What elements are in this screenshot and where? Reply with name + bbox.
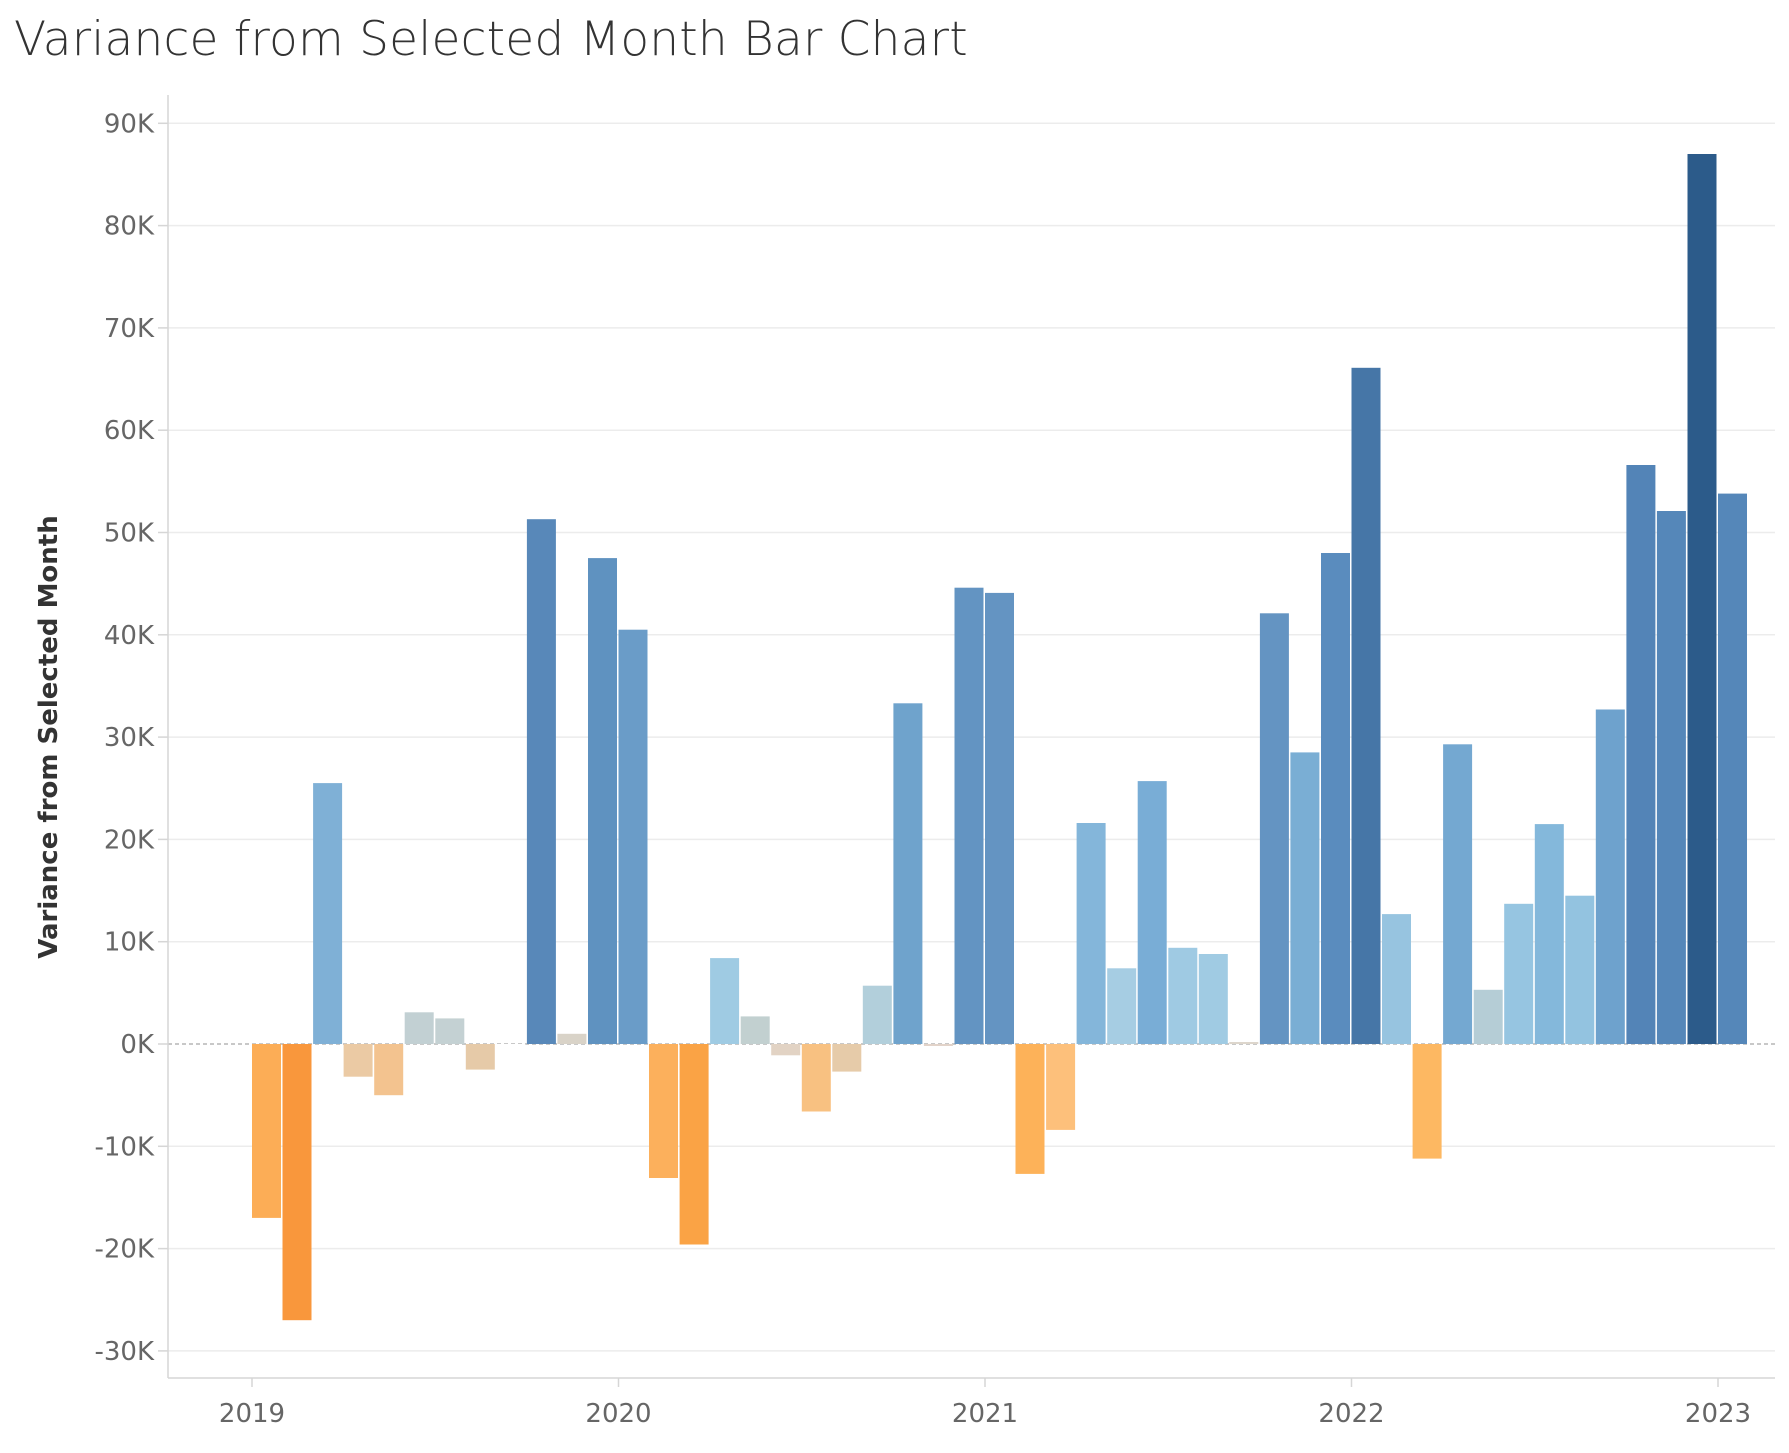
bar-2020-02[interactable]: 2020-02: -13100 — [649, 1044, 678, 1178]
y-tick-label: 10K — [104, 928, 155, 958]
bar-2019-08[interactable]: 2019-08: -2500 — [465, 1044, 495, 1070]
y-tick-label: 40K — [104, 621, 155, 651]
bar-2019-06[interactable]: 2019-06: 3100 — [404, 1012, 434, 1044]
bars: 2019-01: -170002019-02: -270002019-03: 2… — [252, 154, 1747, 1321]
bar-2021-01[interactable]: 2021-01: 44100 — [985, 592, 1014, 1044]
bar-2020-03[interactable]: 2020-03: -19600 — [679, 1044, 709, 1245]
bar-month-48[interactable]: : 53800 — [1718, 493, 1747, 1045]
x-tick-label-2021: 2021 — [952, 1399, 1018, 1429]
bar-2019-05[interactable]: 2019-05: -5000 — [374, 1044, 404, 1096]
bar-2022-08[interactable]: 2022-08: 14500 — [1565, 895, 1595, 1044]
y-tick-label: -20K — [94, 1235, 154, 1265]
bar-2020-09[interactable]: 2020-09: 5700 — [862, 985, 892, 1044]
x-tick-label-2020: 2020 — [585, 1399, 651, 1429]
bar-2020-05[interactable]: 2020-05: 2700 — [740, 1016, 770, 1044]
axes: 90K 80K 70K 60K 50K 40K 30K 20K 10K 0K -10K -20K -30… — [94, 95, 1775, 1429]
x-tick-label-2023: 2023 — [1685, 1399, 1751, 1429]
bar-2021-07[interactable]: 2021-07: 9400 — [1168, 947, 1198, 1044]
bar-2020-08[interactable]: 2020-08: -2700 — [832, 1044, 862, 1072]
bar-2022-12[interactable]: 2022-12: 87000 — [1687, 154, 1717, 1044]
y-tick-label: 50K — [104, 519, 155, 549]
bar-2019-11[interactable]: 2019-11: 1000 — [557, 1033, 587, 1044]
bar-2021-05[interactable]: 2021-05: 7400 — [1107, 968, 1137, 1044]
bar-2020-12[interactable]: 2020-12: 44600 — [954, 587, 984, 1044]
y-axis-title: Variance from Selected Month — [34, 515, 64, 959]
bar-2020-10[interactable]: 2020-10: 33300 — [893, 703, 923, 1044]
bar-2022-06[interactable]: 2022-06: 13700 — [1504, 903, 1534, 1044]
bar-2019-12[interactable]: 2019-12: 47500 — [588, 558, 617, 1044]
y-tick-label: -30K — [94, 1337, 154, 1367]
bar-2020-11[interactable]: 2020-11: -200 — [923, 1044, 953, 1046]
y-tick-label: 20K — [104, 825, 155, 855]
bar-2021-11[interactable]: 2021-11: 28500 — [1290, 752, 1320, 1044]
bar-2019-07[interactable]: 2019-07: 2500 — [435, 1018, 465, 1044]
y-tick-label: -10K — [94, 1132, 154, 1162]
y-tick-label: 30K — [104, 723, 155, 753]
bar-2022-02[interactable]: 2022-02: 12700 — [1382, 914, 1411, 1044]
bar-2022-09[interactable]: 2022-09: 32700 — [1595, 709, 1625, 1045]
bar-2019-09[interactable]: 2019-09: 0 — [496, 1044, 526, 1045]
bar-2019-10[interactable]: 2019-10: 51300 — [526, 519, 556, 1044]
bar-2022-04[interactable]: 2022-04: 29300 — [1443, 744, 1473, 1044]
chart-title: Variance from Selected Month Bar Chart — [14, 12, 968, 67]
bar-2021-02[interactable]: 2021-02: -12700 — [1015, 1044, 1045, 1174]
bar-2020-06[interactable]: 2020-06: -1100 — [771, 1044, 801, 1056]
bar-2021-06[interactable]: 2021-06: 25700 — [1137, 781, 1167, 1044]
y-tick-label: 70K — [104, 314, 155, 344]
bar-2021-12[interactable]: 2021-12: 48000 — [1321, 553, 1350, 1044]
bar-2021-04[interactable]: 2021-04: 21600 — [1076, 823, 1106, 1044]
bar-2022-10[interactable]: 2022-10: 56600 — [1626, 465, 1656, 1044]
bar-2022-03[interactable]: 2022-03: -11200 — [1412, 1044, 1442, 1159]
bar-2019-04[interactable]: 2019-04: -3200 — [343, 1044, 373, 1077]
bar-2019-02[interactable]: 2019-02: -27000 — [282, 1044, 312, 1321]
bar-2019-03[interactable]: 2019-03: 25500 — [313, 783, 343, 1044]
bar-2022-01[interactable]: 2022-01: 66100 — [1351, 367, 1381, 1044]
bar-2021-10[interactable]: 2021-10: 42100 — [1259, 613, 1289, 1044]
gridlines — [168, 122, 1775, 1352]
bar-2022-05[interactable]: 2022-05: 5300 — [1473, 989, 1503, 1044]
bar-2021-09[interactable]: 2021-09: 200 — [1229, 1042, 1259, 1044]
y-tick-label: 90K — [104, 109, 155, 139]
x-tick-label-2022: 2022 — [1318, 1399, 1384, 1429]
y-tick-label: 80K — [104, 212, 155, 242]
bar-2020-04[interactable]: 2020-04: 8400 — [710, 958, 740, 1044]
x-tick-label-2019: 2019 — [219, 1399, 285, 1429]
bar-2020-01[interactable]: 2020-01: 40500 — [618, 629, 648, 1044]
y-tick-label: 60K — [104, 416, 155, 446]
bar-2022-11[interactable]: 2022-11: 52100 — [1656, 511, 1686, 1044]
bar-2021-03[interactable]: 2021-03: -8400 — [1046, 1044, 1076, 1130]
y-tick-label: 0K — [120, 1030, 155, 1060]
bar-2019-01[interactable]: 2019-01: -17000 — [252, 1044, 281, 1218]
bar-2020-07[interactable]: 2020-07: -6600 — [801, 1044, 831, 1112]
bar-2021-08[interactable]: 2021-08: 8800 — [1198, 954, 1228, 1044]
bar-2022-07[interactable]: 2022-07: 21500 — [1534, 824, 1564, 1044]
